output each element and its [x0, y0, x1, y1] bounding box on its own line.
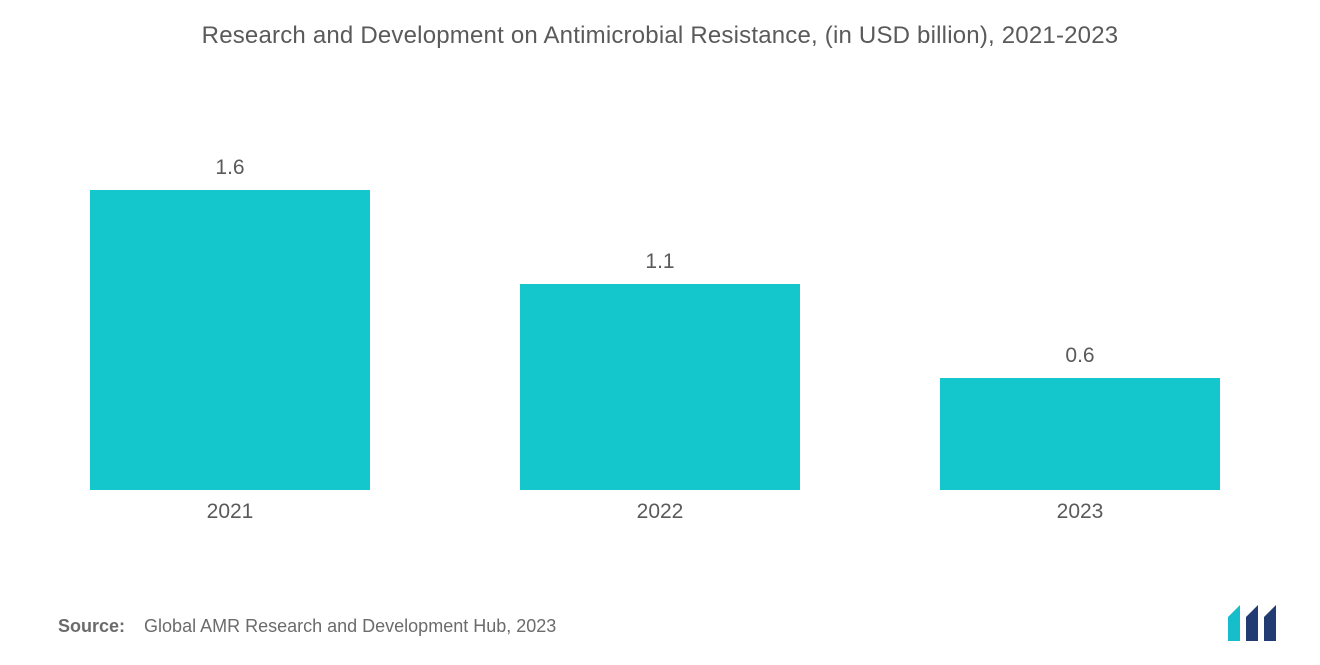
- x-axis-label-1: 2022: [520, 500, 800, 524]
- bar-group-1: 1.1: [520, 250, 800, 490]
- chart-title: Research and Development on Antimicrobia…: [0, 0, 1320, 50]
- chart-plot-area: 1.6 1.1 0.6: [90, 120, 1230, 490]
- logo-bar-3: [1264, 605, 1276, 641]
- source-text: Global AMR Research and Development Hub,…: [144, 616, 556, 636]
- bar-2: [940, 378, 1220, 491]
- bar-value-label-2: 0.6: [1065, 344, 1094, 368]
- x-axis-label-0: 2021: [90, 500, 370, 524]
- bar-group-2: 0.6: [940, 344, 1220, 491]
- source-footer: Source: Global AMR Research and Developm…: [58, 616, 556, 637]
- x-axis-label-2: 2023: [940, 500, 1220, 524]
- bar-value-label-1: 1.1: [645, 250, 674, 274]
- logo-bar-2: [1246, 605, 1258, 641]
- brand-logo-icon: [1226, 605, 1282, 643]
- source-label: Source:: [58, 616, 125, 636]
- bar-0: [90, 190, 370, 490]
- bar-value-label-0: 1.6: [215, 156, 244, 180]
- logo-bar-1: [1228, 605, 1240, 641]
- bar-1: [520, 284, 800, 490]
- bar-group-0: 1.6: [90, 156, 370, 490]
